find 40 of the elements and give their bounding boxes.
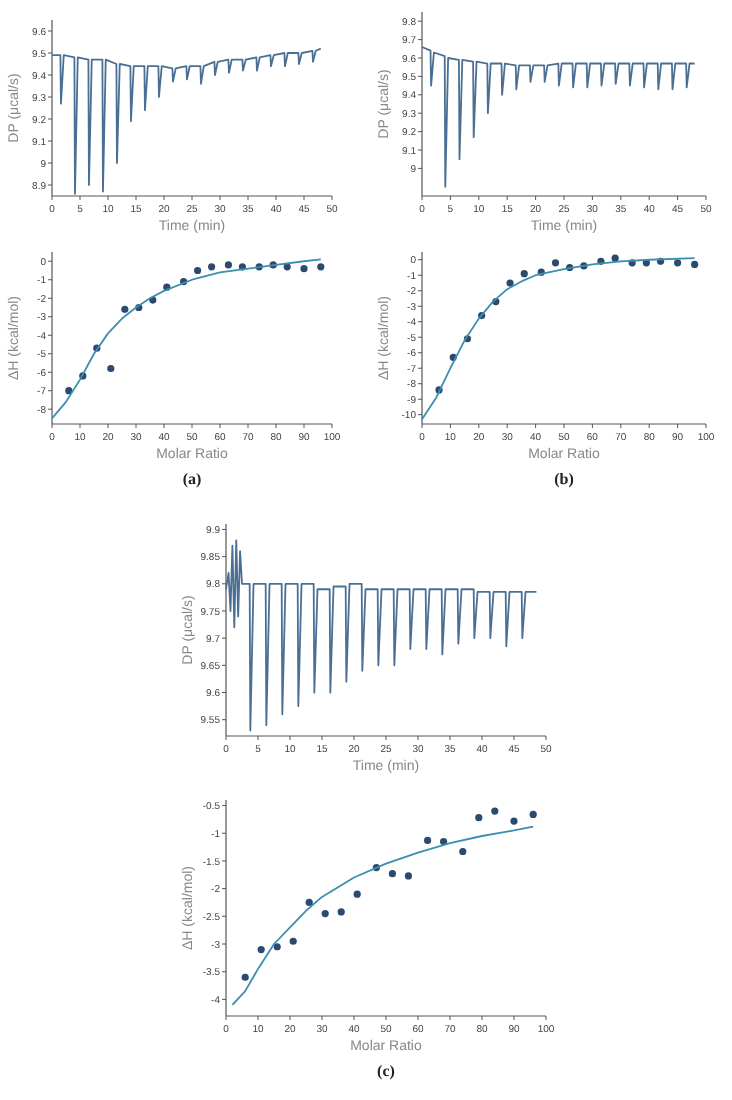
text: (c) <box>377 1062 396 1080</box>
point <box>273 943 281 951</box>
point <box>337 908 345 916</box>
point <box>353 890 361 898</box>
point <box>510 817 518 825</box>
text: (a) <box>182 470 202 488</box>
point <box>529 810 537 818</box>
point <box>611 254 619 262</box>
line-series <box>421 257 696 421</box>
point <box>424 836 432 845</box>
point <box>404 872 412 880</box>
point <box>65 387 73 395</box>
point <box>208 263 216 271</box>
line-series <box>51 258 322 420</box>
point <box>691 260 699 268</box>
point <box>388 870 396 878</box>
point <box>317 263 325 271</box>
point <box>321 909 329 918</box>
line-series <box>51 47 322 195</box>
point <box>520 270 528 278</box>
point <box>475 814 483 822</box>
point <box>440 837 448 846</box>
point <box>107 364 115 373</box>
point <box>300 265 308 273</box>
point <box>194 266 202 275</box>
text: (b) <box>554 470 575 488</box>
point <box>257 945 265 954</box>
line-series <box>225 539 538 732</box>
point <box>305 898 313 907</box>
point <box>506 279 514 287</box>
point <box>674 259 682 267</box>
line-series <box>421 46 696 188</box>
point <box>241 973 249 981</box>
point <box>551 259 560 267</box>
line-series <box>231 825 535 1006</box>
point <box>121 305 129 313</box>
point <box>224 261 232 269</box>
point <box>289 937 297 945</box>
point <box>491 807 499 815</box>
point <box>459 847 467 856</box>
